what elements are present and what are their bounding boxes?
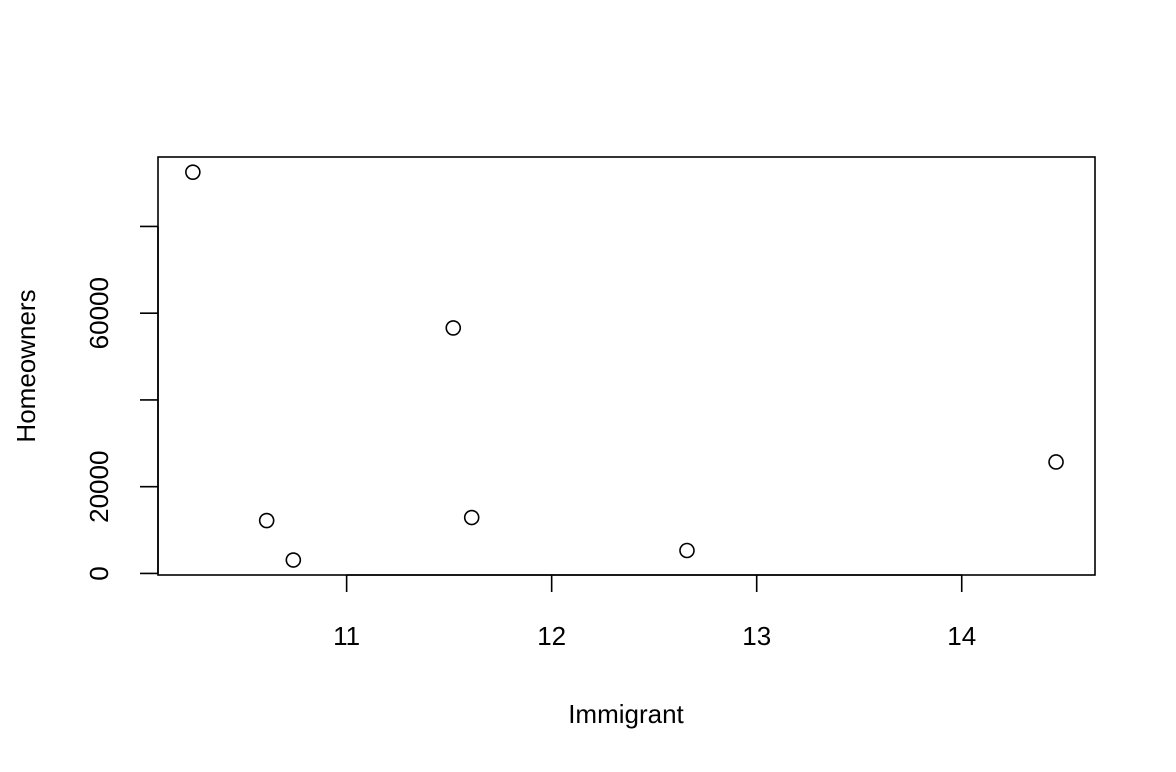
data-point bbox=[1048, 454, 1064, 470]
x-tick-label: 13 bbox=[742, 621, 771, 651]
x-axis-label: Immigrant bbox=[568, 699, 684, 729]
x-tick-label: 14 bbox=[947, 621, 976, 651]
x-tick-label: 11 bbox=[333, 621, 360, 651]
data-point bbox=[285, 552, 302, 568]
y-tick-label: 20000 bbox=[84, 451, 114, 523]
plot-frame bbox=[157, 156, 1096, 576]
data-point bbox=[258, 512, 275, 529]
data-point bbox=[463, 509, 480, 526]
y-tick-label: 60000 bbox=[84, 277, 114, 349]
y-axis: 0 20000 60000 bbox=[84, 225, 159, 581]
data-point bbox=[185, 164, 201, 180]
data-point bbox=[679, 542, 695, 559]
y-axis-label: Homeowners bbox=[11, 289, 41, 442]
data-points bbox=[185, 164, 1064, 568]
x-tick-label: 12 bbox=[537, 621, 566, 651]
y-tick-label: 0 bbox=[84, 566, 114, 580]
data-point bbox=[445, 320, 462, 336]
x-axis: 11 12 13 14 bbox=[333, 574, 976, 651]
